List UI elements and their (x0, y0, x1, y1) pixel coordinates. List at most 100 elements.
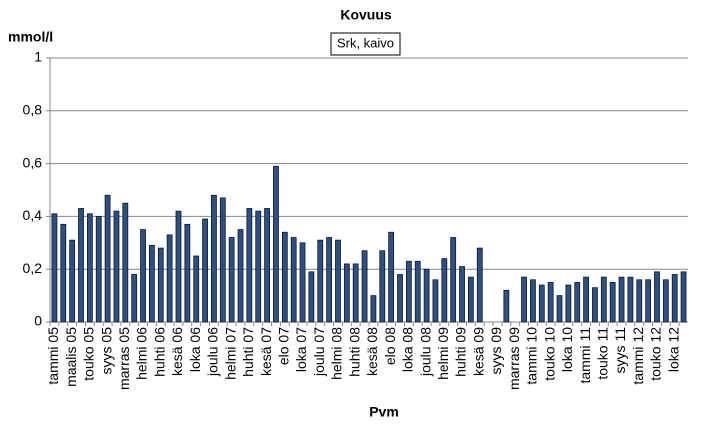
y-tick-label: 0,4 (23, 207, 43, 223)
bar (414, 260, 421, 323)
x-tick-label: helmi 06 (134, 327, 150, 380)
bar (290, 237, 297, 323)
x-tick-label: touko 11 (595, 327, 611, 380)
y-tick-label: 0,8 (23, 102, 43, 118)
bar (662, 279, 669, 323)
bar (202, 218, 208, 323)
bar (193, 255, 200, 323)
bar (618, 276, 625, 323)
bar (361, 250, 368, 323)
bar (547, 281, 554, 323)
bar (556, 295, 563, 323)
bar (379, 250, 386, 323)
bar (122, 202, 129, 323)
bar (166, 234, 173, 323)
x-tick-label: tammi 05 (45, 327, 61, 385)
bar (600, 276, 607, 323)
bar (680, 271, 687, 323)
bar (131, 274, 138, 323)
x-tick-label: marras 05 (116, 327, 132, 390)
bar (175, 210, 182, 323)
x-tick-label: huhti 09 (453, 327, 469, 377)
bar (671, 274, 678, 323)
bar (574, 281, 581, 323)
bar (149, 245, 155, 323)
y-tick-label: 1 (34, 49, 42, 65)
x-tick-label: huhti 06 (151, 327, 167, 377)
bar (538, 284, 545, 323)
bar (86, 213, 93, 323)
x-tick-label: joulu 06 (205, 327, 221, 377)
bar (397, 274, 403, 323)
x-tick-label: touko 12 (648, 327, 664, 381)
chart-title: Kovuus (340, 7, 392, 23)
bar (432, 279, 439, 323)
x-tick-label: helmi 08 (329, 327, 345, 380)
x-tick-label: tammi 12 (630, 327, 646, 385)
x-tick-label: syys 09 (488, 327, 504, 375)
bar (654, 271, 660, 323)
bar (503, 289, 510, 323)
bar (51, 213, 58, 323)
x-tick-label: loka 12 (665, 327, 681, 372)
bar (299, 242, 306, 323)
bar (343, 263, 350, 323)
bar (405, 260, 412, 323)
bar (69, 239, 76, 323)
x-tick-label: huhti 08 (346, 327, 362, 377)
x-tick-label: marras 09 (506, 327, 522, 390)
legend-box (330, 32, 401, 56)
bar (583, 276, 589, 323)
x-tick-label: loka 06 (187, 327, 203, 372)
bar (645, 279, 652, 323)
x-tick-label: syys 05 (98, 327, 114, 375)
bar (441, 258, 448, 323)
bar (219, 197, 226, 323)
x-tick-label: elo 07 (276, 327, 292, 365)
bar (237, 229, 244, 323)
bar (228, 237, 235, 323)
y-tick-label: 0 (34, 313, 42, 329)
x-tick-label: syys 11 (612, 327, 628, 374)
x-tick-label: helmi 07 (222, 327, 238, 380)
x-tick-label: maalis 05 (63, 327, 79, 387)
bar (157, 247, 164, 323)
x-tick-label: tammi 10 (524, 327, 540, 385)
x-tick-label: helmi 09 (435, 327, 451, 380)
bar (388, 231, 395, 323)
bar (450, 237, 457, 323)
bar (113, 210, 120, 323)
x-tick-label: loka 10 (559, 327, 575, 372)
bar (273, 165, 279, 323)
x-tick-label: tammi 11 (577, 327, 593, 384)
x-tick-label: elo 08 (382, 327, 398, 365)
bar (211, 194, 217, 323)
x-tick-label: touko 10 (541, 327, 557, 381)
bar (184, 223, 191, 323)
bar (609, 281, 616, 323)
x-tick-label: kesä 08 (364, 327, 380, 376)
x-tick-label: loka 07 (293, 327, 309, 372)
bar (281, 231, 288, 323)
legend-label: Srk, kaivo (337, 35, 394, 50)
bar (530, 279, 536, 323)
bar (565, 284, 572, 323)
bar (104, 194, 111, 323)
bar (264, 208, 270, 323)
x-tick-label: kesä 06 (169, 327, 185, 376)
bar (627, 276, 634, 323)
bar (476, 247, 483, 323)
bar (423, 268, 430, 323)
bar (255, 210, 262, 323)
bar (78, 208, 84, 323)
bar (317, 239, 324, 323)
x-axis-label: Pvm (369, 404, 399, 420)
bar (95, 215, 102, 323)
x-tick-label: joulu 08 (417, 327, 433, 377)
bar (352, 263, 359, 323)
x-tick-label: kesä 09 (470, 327, 486, 376)
bar (308, 271, 315, 323)
y-tick-label: 0,6 (23, 154, 43, 170)
x-tick-label: kesä 07 (258, 327, 274, 376)
